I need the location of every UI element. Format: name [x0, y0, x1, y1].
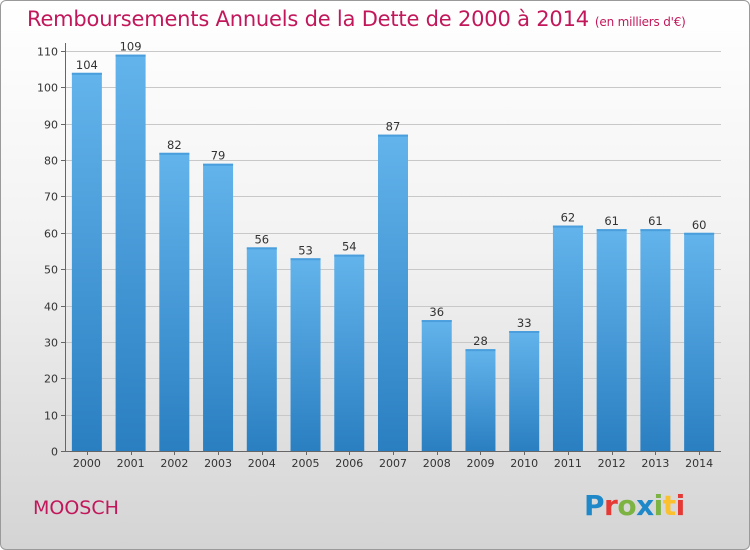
bar-2007 — [378, 134, 408, 452]
logo-letter: P — [584, 489, 605, 522]
data-label-2010: 33 — [517, 316, 532, 330]
logo-letter: i — [675, 489, 686, 522]
y-tick-label: 80 — [44, 155, 58, 168]
y-tick-label: 30 — [44, 337, 58, 350]
x-tick-label-2010: 2010 — [510, 457, 538, 470]
bar-2008 — [421, 320, 452, 451]
logo-letter: x — [636, 489, 654, 522]
bar-top-2008 — [421, 320, 452, 323]
y-tick-label: 90 — [44, 119, 58, 132]
bar-2002 — [159, 152, 190, 451]
logo-letter: i — [653, 489, 664, 522]
bar-top-2007 — [378, 134, 408, 137]
bar-top-2005 — [290, 258, 321, 261]
x-tick-label-2005: 2005 — [292, 457, 320, 470]
data-label-2012: 61 — [604, 214, 619, 228]
data-label-2007: 87 — [386, 120, 401, 134]
bar-top-2012 — [596, 229, 627, 232]
logo-letter: t — [662, 489, 676, 522]
data-label-2004: 56 — [254, 232, 269, 246]
y-tick-label: 100 — [37, 82, 58, 95]
data-label-2014: 60 — [692, 218, 707, 232]
y-tick-label: 0 — [51, 446, 58, 459]
x-tick-label-2014: 2014 — [685, 457, 713, 470]
bar-2001 — [115, 54, 146, 452]
data-label-2000: 104 — [76, 58, 98, 72]
bar-top-2010 — [509, 331, 540, 333]
y-tick-label: 10 — [44, 410, 58, 423]
x-tick-label-2004: 2004 — [248, 457, 276, 470]
bar-top-2009 — [465, 349, 496, 352]
x-tick-label-2008: 2008 — [423, 457, 451, 470]
bar-2004 — [246, 247, 277, 451]
bar-top-2002 — [159, 152, 190, 155]
data-label-2009: 28 — [473, 334, 488, 348]
y-tick-label: 40 — [44, 301, 58, 314]
x-tick-label-2007: 2007 — [379, 457, 407, 470]
data-label-2013: 61 — [648, 214, 663, 228]
bar-top-2000 — [71, 72, 102, 75]
x-tick-label-2009: 2009 — [466, 457, 494, 470]
bar-top-2004 — [246, 247, 277, 250]
data-label-2008: 36 — [429, 305, 444, 319]
commune-name: MOOSCH — [33, 497, 119, 519]
y-tick-label: 70 — [44, 191, 58, 204]
bar-top-2014 — [684, 232, 715, 235]
data-label-2006: 54 — [342, 240, 357, 254]
bar-2010 — [509, 331, 540, 451]
chart-unit: (en milliers d'€) — [594, 15, 686, 29]
bar-2000 — [71, 72, 102, 452]
bar-2005 — [290, 258, 321, 451]
x-tick-label-2011: 2011 — [554, 457, 582, 470]
logo-letter: o — [617, 489, 637, 522]
y-tick-label: 110 — [37, 46, 58, 59]
chart-title-text: Remboursements Annuels de la Dette de 20… — [27, 7, 589, 31]
logo-letter: r — [604, 489, 618, 522]
x-tick-label-2002: 2002 — [160, 457, 188, 470]
bar-top-2001 — [115, 54, 146, 57]
x-tick-label-2000: 2000 — [73, 457, 101, 470]
bar-2006 — [334, 254, 365, 451]
bar-top-2013 — [640, 229, 671, 232]
bar-top-2011 — [552, 225, 583, 228]
bar-2011 — [552, 225, 583, 451]
data-label-2005: 53 — [298, 243, 313, 257]
data-label-2003: 79 — [211, 149, 226, 163]
bar-2013 — [640, 229, 671, 451]
x-tick-label-2006: 2006 — [335, 457, 363, 470]
y-tick-label: 60 — [44, 228, 58, 241]
bar-2012 — [596, 229, 627, 451]
proxiti-logo: Proxiti — [584, 489, 685, 522]
x-tick-label-2003: 2003 — [204, 457, 232, 470]
bar-2003 — [203, 163, 234, 451]
y-tick-label: 20 — [44, 373, 58, 386]
x-tick-label-2001: 2001 — [117, 457, 145, 470]
bar-top-2006 — [334, 254, 365, 257]
y-tick-label: 50 — [44, 264, 58, 277]
bar-top-2003 — [203, 163, 234, 166]
data-label-2001: 109 — [120, 40, 142, 54]
bar-2014 — [684, 232, 715, 451]
data-label-2002: 82 — [167, 138, 182, 152]
x-tick-label-2013: 2013 — [641, 457, 669, 470]
bar-2009 — [465, 349, 496, 451]
chart-title: Remboursements Annuels de la Dette de 20… — [27, 7, 686, 31]
data-label-2011: 62 — [561, 211, 576, 225]
x-tick-label-2012: 2012 — [598, 457, 626, 470]
